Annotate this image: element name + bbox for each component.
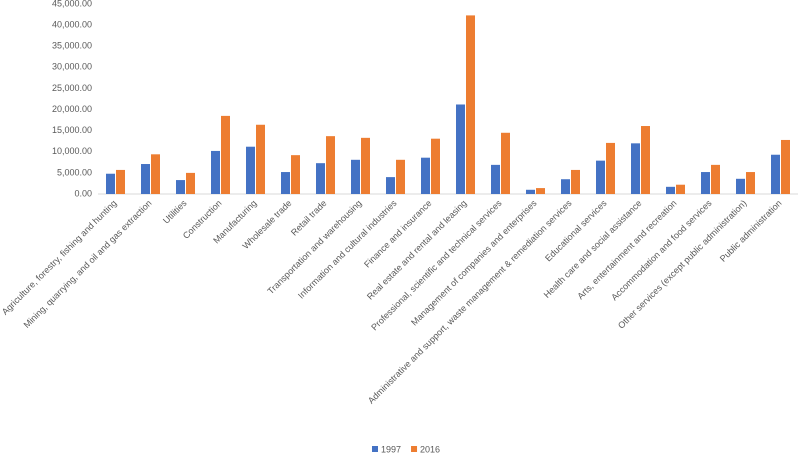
bar xyxy=(536,188,545,194)
y-tick-label: 15,000.00 xyxy=(52,125,92,135)
y-tick-label: 20,000.00 xyxy=(52,104,92,114)
bar xyxy=(246,146,255,194)
bar xyxy=(676,184,685,194)
bar xyxy=(571,169,580,194)
bar xyxy=(746,172,755,194)
bar xyxy=(561,179,570,194)
bar xyxy=(221,115,230,194)
bar xyxy=(491,164,500,194)
y-tick-label: 0.00 xyxy=(74,188,92,198)
bar xyxy=(641,126,650,194)
bar xyxy=(186,172,195,194)
bar xyxy=(781,139,790,194)
bar xyxy=(116,169,125,194)
bar xyxy=(771,154,780,194)
legend-swatch xyxy=(372,446,378,452)
bar xyxy=(596,160,605,194)
x-tick-label: Professional, scientific and technical s… xyxy=(369,198,504,333)
bar xyxy=(631,143,640,194)
bar xyxy=(701,172,710,194)
x-tick-label: Public administration xyxy=(718,198,784,264)
bar xyxy=(141,164,150,194)
legend-label: 1997 xyxy=(381,444,401,454)
bar xyxy=(736,178,745,194)
bar xyxy=(151,154,160,194)
x-tick-label: Utilities xyxy=(161,198,189,226)
y-tick-label: 40,000.00 xyxy=(52,19,92,29)
bar xyxy=(396,159,405,194)
bar xyxy=(291,155,300,194)
bar xyxy=(501,132,510,194)
bar xyxy=(106,173,115,194)
y-tick-label: 10,000.00 xyxy=(52,146,92,156)
bar xyxy=(386,177,395,194)
y-tick-label: 5,000.00 xyxy=(57,167,92,177)
x-tick-label: Educational services xyxy=(543,198,609,264)
bar xyxy=(466,15,475,195)
bar xyxy=(176,180,185,194)
x-tick-label: Mining, quarrying, and oil and gas extra… xyxy=(22,198,154,330)
legend-label: 2016 xyxy=(420,444,440,454)
x-tick-label: Other services (except public administra… xyxy=(616,198,749,331)
bar xyxy=(526,189,535,194)
bar xyxy=(351,159,360,194)
bar xyxy=(326,136,335,194)
bar xyxy=(421,157,430,194)
bar xyxy=(711,164,720,194)
bar xyxy=(666,186,675,194)
bar xyxy=(211,150,220,194)
bar xyxy=(316,163,325,194)
y-tick-label: 25,000.00 xyxy=(52,83,92,93)
bar xyxy=(431,138,440,194)
x-tick-label: Finance and insurance xyxy=(362,198,433,269)
bar xyxy=(456,104,465,194)
legend-swatch xyxy=(411,446,418,452)
y-tick-label: 30,000.00 xyxy=(52,62,92,72)
bar xyxy=(606,142,615,194)
y-tick-label: 45,000.00 xyxy=(52,0,92,8)
bar xyxy=(361,137,370,194)
x-tick-label: Management of companies and enterprises xyxy=(409,198,539,328)
y-tick-label: 35,000.00 xyxy=(52,41,92,51)
bar xyxy=(256,124,265,194)
bar xyxy=(281,172,290,194)
